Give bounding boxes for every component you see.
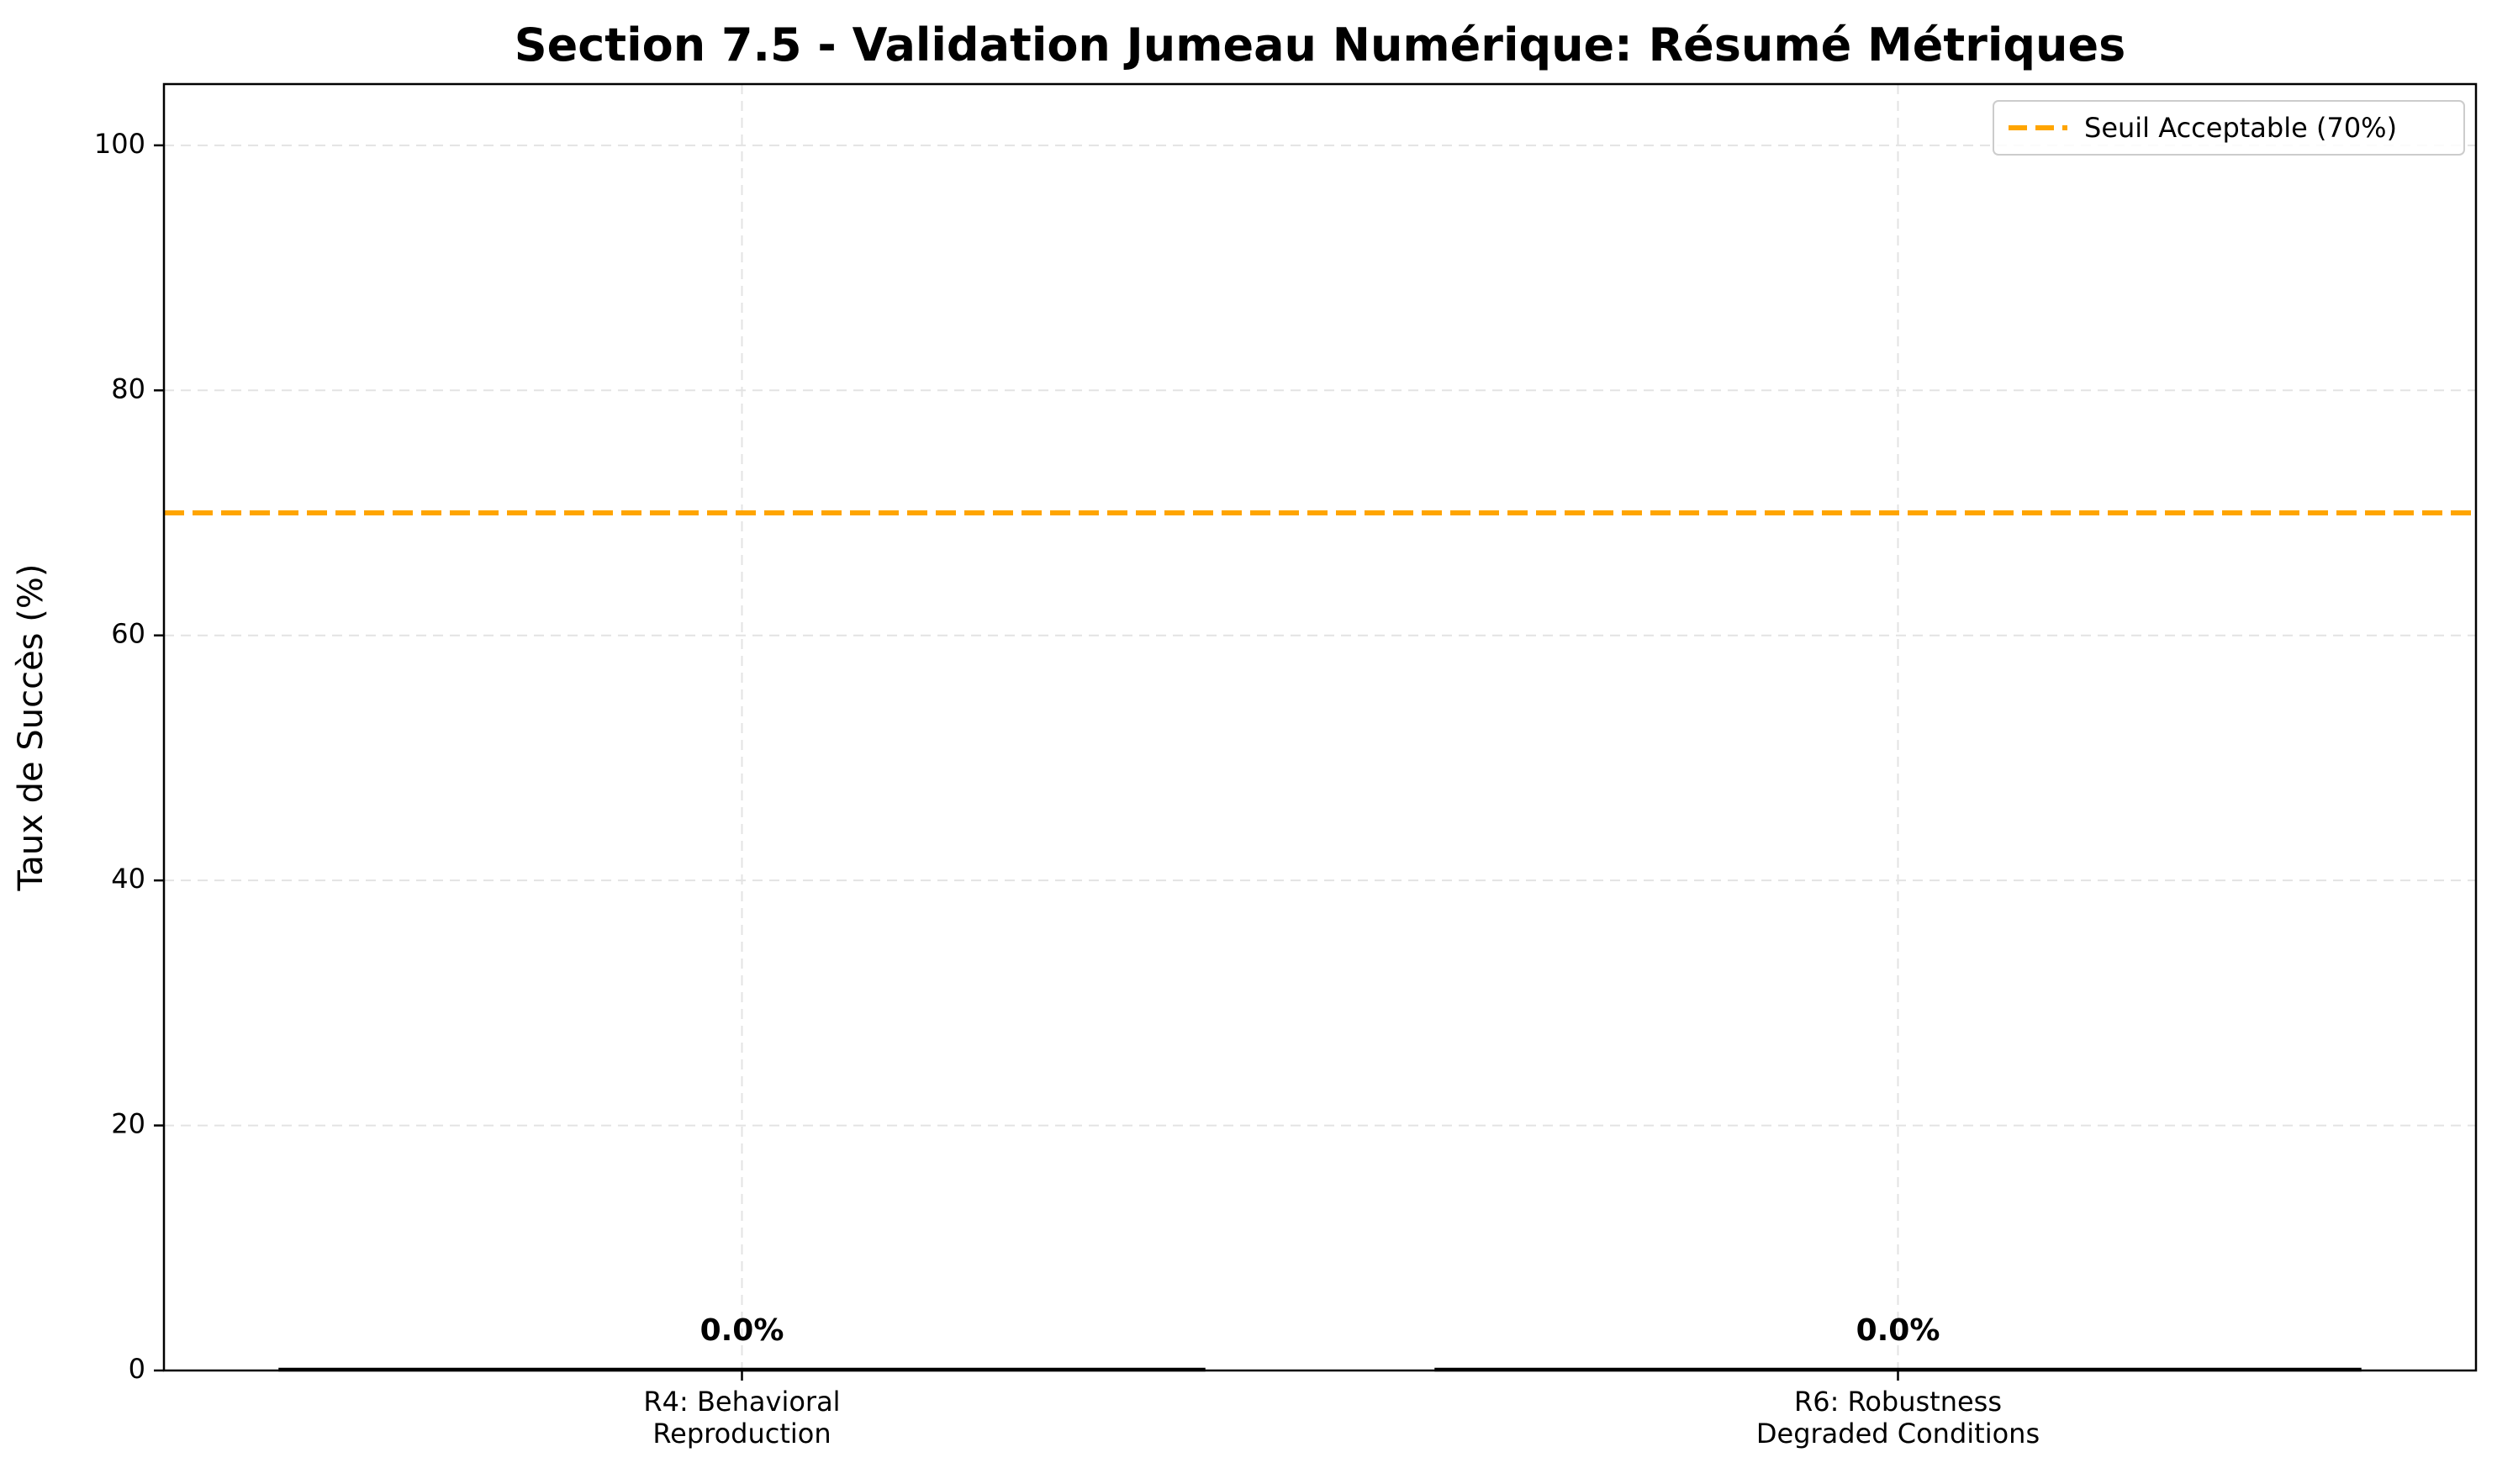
bar-value-label: 0.0%: [1856, 1313, 1940, 1348]
legend: Seuil Acceptable (70%): [1993, 100, 2465, 156]
legend-box: [1993, 100, 2465, 156]
y-axis-label: Taux de Succès (%): [12, 564, 50, 892]
y-tick-label: 20: [111, 1108, 145, 1140]
x-tick-label: R4: Behavioral Reproduction: [643, 1386, 840, 1450]
plot-frame: [162, 82, 2478, 1372]
chart-title: Section 7.5 - Validation Jumeau Numériqu…: [515, 18, 2125, 71]
y-tick-label: 40: [111, 863, 145, 895]
y-tick-label: 60: [111, 618, 145, 650]
grid: [164, 84, 2476, 1371]
legend-entry-threshold: Seuil Acceptable (70%): [2084, 112, 2397, 144]
bar-labels: 0.0% 0.0%: [700, 1313, 1940, 1348]
x-tick-label: R6: Robustness Degraded Conditions: [1756, 1386, 2040, 1450]
y-tick-label: 0: [129, 1353, 145, 1385]
bar-value-label: 0.0%: [700, 1313, 784, 1348]
y-axis-ticks: 0 20 40 60 80 100: [94, 128, 164, 1385]
y-tick-label: 100: [94, 128, 145, 160]
x-axis-ticks: R4: Behavioral Reproduction R6: Robustness…: [643, 1370, 2040, 1450]
y-tick-label: 80: [111, 372, 145, 404]
